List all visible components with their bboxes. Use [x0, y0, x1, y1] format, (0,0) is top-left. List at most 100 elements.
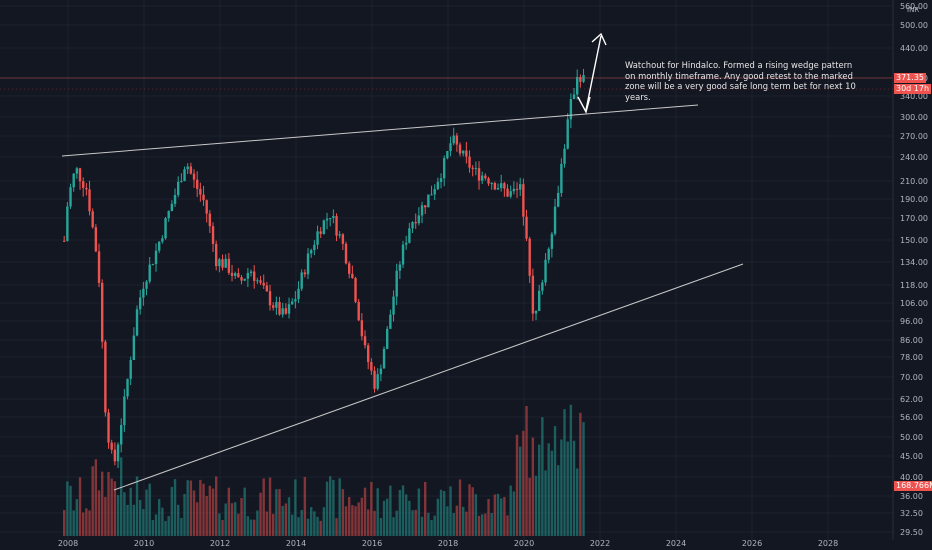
candle-body [506, 188, 509, 197]
candle-body [484, 175, 487, 179]
x-tick-label: 2016 [362, 539, 382, 548]
candle-body [477, 168, 481, 181]
candle-body [297, 288, 300, 300]
volume-bar [487, 499, 490, 536]
volume-bar [291, 514, 294, 536]
candle-body [522, 184, 525, 217]
volume-bar [424, 481, 427, 536]
volume-bar [468, 484, 471, 536]
volume-bar [234, 502, 237, 536]
candle-body [376, 374, 379, 389]
candle-body [496, 187, 500, 190]
candle-body [427, 194, 430, 208]
chart-annotation: Watchout for Hindalco. Formed a rising w… [625, 60, 856, 102]
volume-bar [395, 510, 398, 536]
candle-body [430, 194, 433, 196]
volume-bar [449, 486, 452, 536]
y-tick-label: 300.00 [900, 113, 928, 122]
volume-bar [278, 489, 281, 536]
volume-bar [414, 509, 417, 536]
volume-bar [237, 513, 240, 536]
candle-body [344, 243, 348, 264]
volume-bar [145, 489, 148, 536]
candle-body [319, 231, 322, 234]
candle-body [123, 396, 126, 426]
x-tick-label: 2022 [590, 539, 610, 548]
candle-body [192, 173, 196, 180]
volume-bar [538, 444, 541, 536]
volume-bar [69, 485, 72, 536]
volume-bar [208, 485, 212, 536]
volume-bar [379, 517, 383, 536]
candle-body [389, 314, 392, 329]
volume-bar [462, 506, 465, 536]
candle-body [392, 296, 395, 315]
volume-bar [348, 497, 351, 536]
volume-bar [557, 465, 560, 536]
candle-body [101, 282, 104, 342]
candle-body [310, 250, 313, 254]
volume-bar [515, 434, 519, 536]
volume-bar [398, 489, 402, 536]
candle-body [180, 180, 183, 182]
volume-bar [446, 506, 449, 536]
candle-body [313, 244, 316, 251]
candle-body [379, 368, 383, 375]
candle-body [449, 143, 452, 152]
volume-bar [215, 476, 218, 536]
candle-body [116, 444, 120, 462]
candle-body [538, 290, 541, 311]
candle-body [414, 222, 417, 224]
volume-bar [161, 507, 164, 536]
candle-body [500, 183, 503, 188]
volume-bar [300, 510, 303, 536]
volume-bar [151, 520, 155, 536]
candle-body [468, 156, 471, 168]
candle-body [88, 189, 91, 212]
candle-body [401, 244, 405, 265]
candle-body [341, 234, 345, 244]
x-tick-label: 2008 [58, 539, 78, 548]
candle-body [424, 205, 427, 208]
volume-bar [306, 518, 310, 536]
volume-bar [436, 498, 440, 536]
candle-body [455, 135, 459, 145]
volume-bar [357, 502, 360, 536]
volume-bar [284, 503, 288, 536]
volume-bar [341, 489, 345, 536]
x-tick-label: 2028 [818, 539, 838, 548]
volume-bar [158, 499, 161, 536]
y-tick-label: 70.00 [900, 373, 923, 382]
volume-bar [500, 498, 503, 536]
candle-body [177, 181, 180, 195]
candle-body [253, 271, 256, 281]
volume-bar [474, 494, 478, 536]
volume-bar [541, 417, 544, 536]
x-tick-label: 2018 [438, 539, 458, 548]
candle-body [512, 188, 516, 192]
volume-bar [192, 490, 196, 536]
y-tick-label: 78.00 [900, 353, 923, 362]
candle-body [382, 348, 386, 369]
candle-body [294, 299, 297, 302]
volume-tag: 168.766M [894, 481, 932, 491]
candle-body [452, 135, 455, 144]
candle-body [72, 173, 75, 188]
candle-body [224, 258, 227, 268]
candle-body [582, 75, 585, 82]
volume-bar [319, 520, 322, 536]
volume-bar [97, 490, 101, 536]
candle-body [132, 335, 136, 361]
volume-bar [582, 422, 585, 536]
y-tick-label: 29.50 [900, 528, 923, 537]
volume-bar [313, 511, 316, 536]
candle-body [550, 233, 554, 249]
candle-body [531, 275, 535, 314]
volume-bar [129, 487, 132, 536]
volume-bar [525, 405, 528, 536]
volume-bar [113, 481, 117, 536]
volume-bar [164, 520, 167, 536]
candle-body [370, 362, 373, 371]
volume-bar [367, 509, 370, 536]
